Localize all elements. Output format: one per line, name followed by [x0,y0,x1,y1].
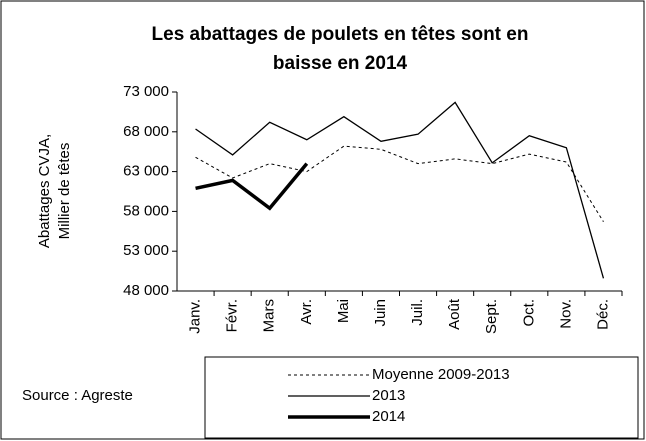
y-tick-label: 68 000 [123,123,169,140]
x-tick-label: Juil. [409,299,426,326]
y-axis-label: Millier de têtes [56,143,73,240]
chart-title: Les abattages de poulets en têtes sont e… [152,24,529,45]
y-tick-label: 48 000 [123,282,169,299]
x-tick-label: Août [446,298,463,330]
x-tick-label: Mars [261,299,278,332]
y-tick-label: 63 000 [123,163,169,180]
y-tick-label: 58 000 [123,202,169,219]
legend-label: Moyenne 2009-2013 [372,366,510,383]
x-tick-label: Sept. [483,299,500,334]
x-tick-label: Nov. [557,299,574,329]
chart-title: baisse en 2014 [273,53,408,74]
series-line [195,101,605,279]
x-tick-label: Déc. [594,299,611,330]
series-line [195,162,309,211]
legend-label: 2014 [372,408,405,425]
x-tick-label: Mai [335,299,352,323]
x-tick-label: Oct. [520,299,537,327]
x-tick-label: Févr. [224,299,241,332]
x-tick-label: Avr. [298,299,315,325]
legend-label: 2013 [372,387,405,404]
annotation: Source : Agreste [22,387,133,404]
legend-box [204,356,639,439]
x-tick-label: Janv. [187,299,204,334]
y-tick-label: 53 000 [123,242,169,259]
x-tick-label: Juin [372,299,389,327]
series-line [195,145,604,223]
y-axis-label: Abattages CVJA, [36,134,53,248]
y-tick-label: 73 000 [123,83,169,100]
